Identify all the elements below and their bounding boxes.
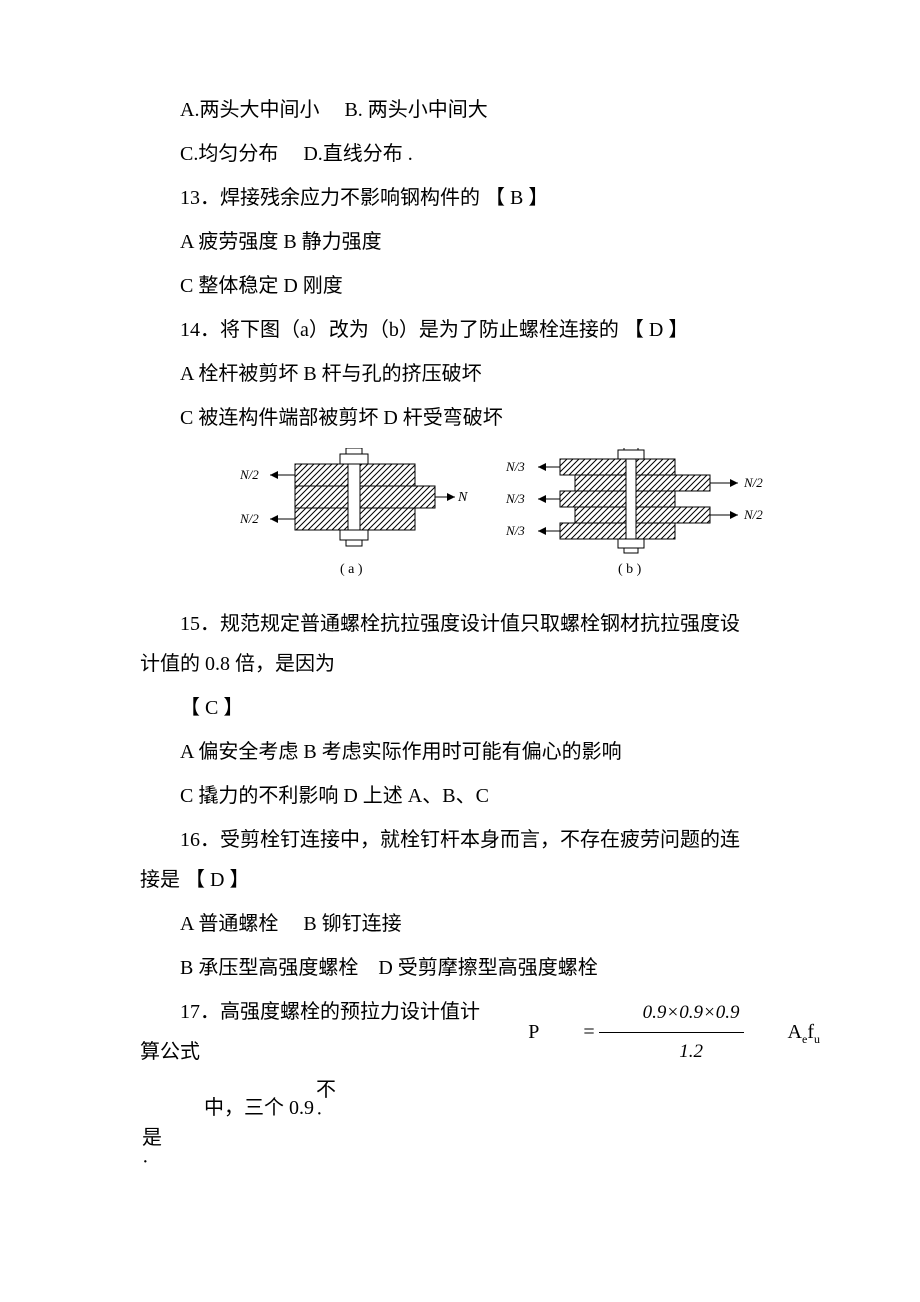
q17-tail-text1: 中，三个 0.9 <box>204 1096 314 1120</box>
formula-numerator: 0.9×0.9×0.9 <box>599 994 744 1033</box>
q15-answer: 【 C 】 <box>140 688 820 728</box>
q16-options-line2: B 承压型高强度螺栓 D 受剪摩擦型高强度螺栓 <box>140 948 820 988</box>
q14-options-line1: A 栓杆被剪坏 B 杆与孔的挤压破坏 <box>140 354 820 394</box>
q17-tail: 中，三个 0.9 不 · 是 · <box>204 1078 820 1174</box>
diagram-b: N/3 N/3 N/3 N/2 N/2 ( b ) <box>500 448 780 598</box>
q16-stem-line1: 16．受剪栓钉连接中，就栓钉杆本身而言，不存在疲劳问题的连 <box>140 820 820 860</box>
q13-stem: 13．焊接残余应力不影响钢构件的 【 B 】 <box>140 178 820 218</box>
q13-options-line1: A 疲劳强度 B 静力强度 <box>140 222 820 262</box>
diagram-b-left-label-3: N/3 <box>505 523 525 538</box>
q12-options-line1: A.两头大中间小 B. 两头小中间大 <box>140 90 820 130</box>
formula-A: Aefu <box>748 1012 820 1052</box>
q17-tail-bu: 不 <box>316 1078 336 1102</box>
q13-options-line2: C 整体稳定 D 刚度 <box>140 266 820 306</box>
diagram-a-caption: ( a ) <box>340 562 363 577</box>
bolt-diagram-row: N/2 N/2 N ( a ) N/3 N/3 <box>240 448 820 598</box>
q14-stem: 14．将下图（a）改为（b）是为了防止螺栓连接的 【 D 】 <box>140 310 820 350</box>
q17-formula: P = 0.9×0.9×0.9 1.2 Aefu <box>488 994 820 1071</box>
q12-options-line2: C.均匀分布 D.直线分布 . <box>140 134 820 174</box>
q15-stem-line2: 计值的 0.8 倍，是因为 <box>140 644 820 684</box>
diagram-b-left-label-2: N/3 <box>505 491 525 506</box>
q15-stem-line1: 15．规范规定普通螺栓抗拉强度设计值只取螺栓钢材抗拉强度设 <box>140 604 820 644</box>
diagram-b-right-label-2: N/2 <box>743 507 763 522</box>
diagram-b-caption: ( b ) <box>618 562 642 577</box>
q17-prefix: 17．高强度螺栓的预拉力设计值计算公式 <box>140 992 482 1072</box>
formula-lhs: P <box>488 1012 539 1052</box>
diagram-a-right-label: N <box>457 490 468 505</box>
q15-options-line2: C 撬力的不利影响 D 上述 A、B、C <box>140 776 820 816</box>
diagram-a: N/2 N/2 N ( a ) <box>240 448 470 598</box>
q17-tail-dot2: · <box>142 1150 149 1174</box>
q15-options-line1: A 偏安全考虑 B 考虑实际作用时可能有偏心的影响 <box>140 732 820 772</box>
formula-denominator: 1.2 <box>635 1033 707 1071</box>
q16-stem-line2: 接是 【 D 】 <box>140 860 820 900</box>
q17-tail-dot1: · <box>316 1102 323 1126</box>
q16-options-line1: A 普通螺栓 B 铆钉连接 <box>140 904 820 944</box>
diagram-b-right-label-1: N/2 <box>743 475 763 490</box>
diagram-a-left-label-1: N/2 <box>240 467 259 482</box>
q17-tail-shi: 是 <box>142 1126 162 1150</box>
formula-fraction: 0.9×0.9×0.9 1.2 <box>599 994 744 1071</box>
q17-stem: 17．高强度螺栓的预拉力设计值计算公式 P = 0.9×0.9×0.9 1.2 … <box>140 992 820 1072</box>
formula-eq: = <box>543 1012 594 1052</box>
diagram-b-left-label-1: N/3 <box>505 459 525 474</box>
diagram-a-left-label-2: N/2 <box>240 511 259 526</box>
q14-options-line2: C 被连构件端部被剪坏 D 杆受弯破坏 <box>140 398 820 438</box>
